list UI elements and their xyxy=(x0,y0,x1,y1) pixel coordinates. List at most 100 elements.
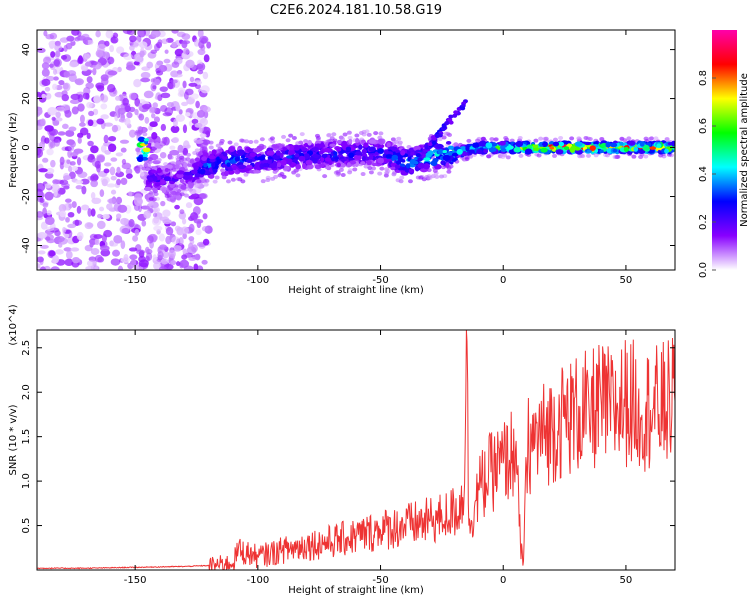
heatmap-cell xyxy=(122,97,129,106)
heatmap-cell xyxy=(326,133,332,138)
heatmap-cell xyxy=(395,160,402,165)
heatmap-cell xyxy=(94,238,100,246)
heatmap-cell xyxy=(513,146,522,153)
heatmap-cell xyxy=(95,49,104,58)
heatmap-cell xyxy=(445,140,452,145)
heatmap-cell xyxy=(100,94,109,103)
heatmap-cell xyxy=(164,194,170,199)
heatmap-cell xyxy=(190,93,199,100)
heatmap-cell xyxy=(77,30,82,37)
y-tick-label: 2.0 xyxy=(21,384,32,400)
heatmap-cell xyxy=(445,162,450,169)
heatmap-cell xyxy=(45,34,55,40)
heatmap-cell xyxy=(153,207,161,213)
heatmap-cell xyxy=(90,60,98,66)
heatmap-cell xyxy=(366,132,372,137)
heatmap-cell xyxy=(166,102,174,108)
heatmap-cell xyxy=(160,200,166,207)
heatmap-cell xyxy=(171,137,180,143)
heatmap-cell xyxy=(552,141,560,147)
heatmap-cell xyxy=(100,103,108,110)
heatmap-cell xyxy=(143,210,152,219)
heatmap-cell xyxy=(84,222,94,230)
x-tick-label: -50 xyxy=(372,575,388,586)
heatmap-cell xyxy=(138,102,143,111)
heatmap-cell xyxy=(208,155,216,160)
heatmap-cell xyxy=(133,197,143,206)
heatmap-cell xyxy=(312,153,320,159)
heatmap-cell xyxy=(161,187,167,194)
heatmap-cell xyxy=(109,242,118,247)
heatmap-cell xyxy=(185,144,191,149)
heatmap-cell xyxy=(169,149,180,156)
heatmap-cell xyxy=(221,175,227,180)
heatmap-cell xyxy=(97,43,107,50)
heatmap-cell xyxy=(182,80,187,89)
heatmap-cell xyxy=(123,53,133,61)
heatmap-cell xyxy=(201,156,208,161)
heatmap-cell xyxy=(147,157,153,162)
heatmap-cell xyxy=(333,151,338,156)
heatmap-cell xyxy=(107,56,115,65)
heatmap-cell xyxy=(215,143,221,148)
heatmap-cell xyxy=(643,154,649,159)
heatmap-cell xyxy=(188,256,197,262)
heatmap-cell xyxy=(188,236,195,242)
heatmap-cell xyxy=(79,114,85,124)
x-tick-label: -150 xyxy=(124,575,147,586)
colorbar-tick-label: 0.0 xyxy=(698,262,709,278)
heatmap-cell xyxy=(246,148,254,153)
heatmap-cell xyxy=(177,144,184,153)
y-tick-label: 1.5 xyxy=(21,429,32,445)
heatmap-cell xyxy=(114,112,119,122)
heatmap-cell xyxy=(107,84,116,93)
heatmap-cell xyxy=(45,167,55,175)
heatmap-cell xyxy=(66,35,75,42)
heatmap-cell xyxy=(500,148,507,153)
heatmap-cell xyxy=(576,136,582,141)
heatmap-cell xyxy=(54,91,65,98)
heatmap-cell xyxy=(240,179,246,184)
heatmap-cell xyxy=(444,120,450,125)
heatmap-cell xyxy=(181,33,191,41)
heatmap-cell xyxy=(383,149,389,154)
heatmap-cell xyxy=(141,220,147,227)
heatmap-cell xyxy=(106,203,113,210)
heatmap-cell xyxy=(117,265,124,270)
heatmap-cell xyxy=(116,178,122,186)
heatmap-cell xyxy=(173,73,183,78)
x-tick-label: 50 xyxy=(620,275,633,286)
heatmap-cell xyxy=(188,242,194,250)
heatmap-cell xyxy=(227,169,235,175)
heatmap-cell xyxy=(138,113,145,121)
heatmap-cell xyxy=(400,149,406,156)
heatmap-cell xyxy=(89,175,95,182)
heatmap-cell xyxy=(43,56,52,65)
heatmap-cell xyxy=(137,136,146,143)
heatmap-cell xyxy=(71,151,79,156)
heatmap-cell xyxy=(569,136,575,141)
heatmap-cell xyxy=(337,139,342,145)
heatmap-cell xyxy=(285,138,291,143)
heatmap-cell xyxy=(196,265,204,270)
heatmap-cell xyxy=(174,164,180,170)
colorbar-label: Normalized spectral amplitude xyxy=(739,73,750,227)
heatmap-cell xyxy=(68,203,73,209)
heatmap-cell xyxy=(194,172,200,178)
heatmap-cell xyxy=(112,249,120,257)
heatmap-cell xyxy=(157,251,164,259)
heatmap-cell xyxy=(324,157,332,162)
heatmap-cell xyxy=(340,136,346,141)
heatmap-cell xyxy=(401,167,407,171)
heatmap-cell xyxy=(152,175,158,182)
heatmap-cell xyxy=(133,78,142,88)
x-tick-label: 0 xyxy=(500,275,506,286)
heatmap-cell xyxy=(147,159,153,164)
heatmap-cell xyxy=(540,147,548,153)
heatmap-cell xyxy=(175,261,181,267)
heatmap-cell xyxy=(63,44,68,52)
heatmap-cell xyxy=(410,151,415,156)
heatmap-cell xyxy=(189,76,195,83)
heatmap-cell xyxy=(233,142,239,147)
heatmap-cell xyxy=(203,182,209,187)
